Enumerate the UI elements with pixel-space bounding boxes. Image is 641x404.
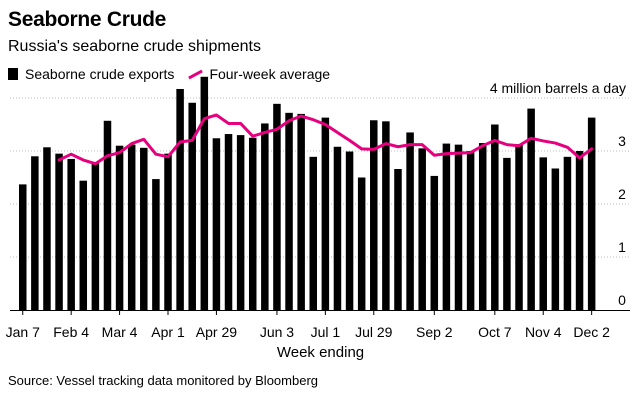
bar: [503, 157, 511, 310]
bar: [127, 144, 136, 310]
bar: [236, 135, 245, 310]
y-tick-label: 0: [618, 292, 626, 308]
x-tick-label: Mar 4: [102, 324, 138, 340]
bar: [587, 117, 596, 310]
bar: [43, 147, 51, 310]
legend-average-label: Four-week average: [209, 66, 331, 82]
bar: [442, 143, 451, 310]
bar: [19, 184, 27, 310]
axis-layer: [10, 310, 630, 315]
bar: [164, 153, 172, 310]
legend-item-bars: Seaborne crude exports: [8, 66, 174, 82]
y-tick-labels: 0 1 2 3 4 million barrels a day: [490, 80, 626, 308]
y-tick-label-units: 4 million barrels a day: [490, 80, 626, 96]
legend-bar-swatch: [8, 68, 18, 80]
bar: [333, 146, 342, 310]
legend-item-average: Four-week average: [188, 66, 330, 82]
bar: [176, 88, 184, 311]
x-tick-label: Sep 2: [416, 324, 453, 340]
legend-bars-label: Seaborne crude exports: [25, 66, 175, 82]
x-tick-labels: Jan 7 Feb 4 Mar 4 Apr 1 Apr 29 Jun 3 Jul 1 Jul …: [6, 324, 611, 340]
bar: [575, 151, 584, 310]
bar: [212, 138, 221, 310]
legend: Seaborne crude exports Four-week average: [8, 66, 344, 82]
bar: [357, 177, 366, 310]
bar: [491, 124, 499, 310]
source-note: Source: Vessel tracking data monitored b…: [8, 373, 319, 388]
bar: [140, 147, 148, 310]
bar: [115, 145, 124, 310]
x-tick-label: Apr 29: [196, 324, 237, 340]
bar: [297, 113, 305, 311]
chart-subtitle: Russia's seaborne crude shipments: [8, 38, 261, 55]
bar: [430, 175, 439, 310]
x-tick-label: Oct 7: [478, 324, 512, 340]
y-tick-label: 2: [618, 186, 626, 202]
bar: [79, 180, 88, 310]
bar: [382, 121, 390, 310]
bar: [248, 137, 257, 310]
x-tick-label: Feb 4: [53, 324, 89, 340]
bar: [152, 179, 160, 310]
bar: [394, 169, 402, 310]
bar: [91, 162, 100, 310]
x-tick-label: Jul 29: [355, 324, 393, 340]
chart-title: Seaborne Crude: [8, 8, 167, 31]
bar: [261, 123, 269, 310]
line-layer: [57, 113, 594, 166]
x-axis-title: Week ending: [276, 344, 365, 361]
bar: [406, 132, 414, 310]
bar: [55, 153, 63, 310]
x-tick-label: Nov 4: [525, 324, 562, 340]
bar: [515, 144, 523, 310]
bar: [418, 148, 426, 310]
bar: [321, 117, 330, 310]
bars-layer: [19, 76, 596, 311]
bar: [539, 157, 547, 310]
y-tick-label: 3: [618, 133, 626, 149]
bar: [224, 134, 233, 310]
bar: [103, 120, 112, 310]
bar: [188, 102, 196, 311]
bar: [31, 156, 39, 310]
bar: [527, 108, 535, 310]
bar: [551, 168, 560, 310]
grid-layer: [10, 97, 630, 258]
x-tick-label: Dec 2: [573, 324, 610, 340]
y-tick-label: 1: [618, 239, 626, 255]
bar: [345, 151, 354, 310]
bar: [466, 151, 475, 310]
bar: [273, 103, 281, 310]
bar: [370, 120, 378, 310]
bar: [285, 112, 293, 310]
four-week-average-line: [57, 113, 594, 166]
bar: [478, 143, 487, 310]
bar: [454, 144, 463, 310]
bar: [67, 158, 75, 310]
bar: [309, 156, 318, 310]
x-tick-label: Jul 1: [311, 324, 341, 340]
bar: [563, 156, 572, 310]
bar: [200, 76, 209, 310]
x-tick-label: Apr 1: [151, 324, 185, 340]
x-tick-label: Jun 3: [260, 324, 294, 340]
x-tick-label: Jan 7: [6, 324, 40, 340]
